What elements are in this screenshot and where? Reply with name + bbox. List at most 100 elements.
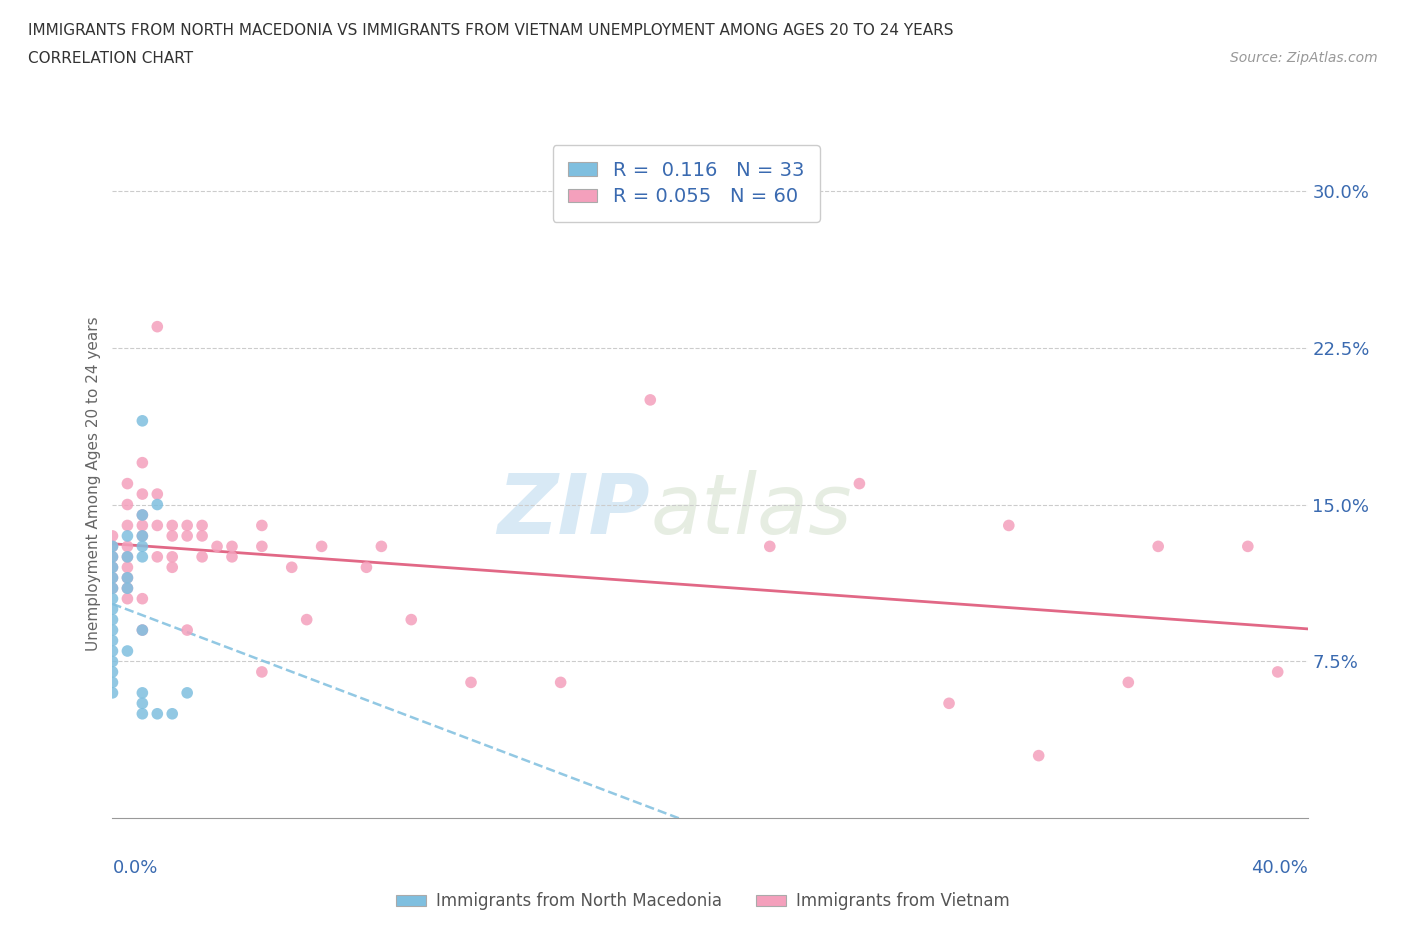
Point xyxy=(117,476,139,491)
Point xyxy=(101,570,124,585)
Point xyxy=(311,539,333,554)
Point xyxy=(131,528,153,543)
Point xyxy=(131,707,153,722)
Point xyxy=(1267,664,1289,679)
Point xyxy=(131,685,153,700)
Point xyxy=(550,675,572,690)
Text: ZIP: ZIP xyxy=(498,470,650,551)
Point xyxy=(101,654,124,669)
Point xyxy=(131,591,153,606)
Point xyxy=(117,580,139,596)
Point xyxy=(146,707,169,722)
Point xyxy=(146,486,169,501)
Point xyxy=(205,539,228,554)
Legend: Immigrants from North Macedonia, Immigrants from Vietnam: Immigrants from North Macedonia, Immigra… xyxy=(389,885,1017,917)
Point xyxy=(250,539,273,554)
Point xyxy=(638,392,662,407)
Point xyxy=(131,539,153,554)
Point xyxy=(117,539,139,554)
Point xyxy=(162,707,183,722)
Point xyxy=(162,528,183,543)
Point xyxy=(295,612,318,627)
Point xyxy=(101,623,124,638)
Point xyxy=(101,644,124,658)
Point xyxy=(146,498,169,512)
Point xyxy=(759,539,782,554)
Text: Source: ZipAtlas.com: Source: ZipAtlas.com xyxy=(1230,51,1378,65)
Point xyxy=(101,591,124,606)
Point xyxy=(848,476,870,491)
Point xyxy=(117,591,139,606)
Point xyxy=(117,498,139,512)
Point xyxy=(146,550,169,565)
Point xyxy=(101,539,124,554)
Point xyxy=(101,675,124,690)
Text: CORRELATION CHART: CORRELATION CHART xyxy=(28,51,193,66)
Point xyxy=(131,623,153,638)
Point xyxy=(176,518,198,533)
Text: IMMIGRANTS FROM NORTH MACEDONIA VS IMMIGRANTS FROM VIETNAM UNEMPLOYMENT AMONG AG: IMMIGRANTS FROM NORTH MACEDONIA VS IMMIG… xyxy=(28,23,953,38)
Text: 40.0%: 40.0% xyxy=(1251,858,1308,877)
Point xyxy=(101,633,124,648)
Point xyxy=(1237,539,1260,554)
Point xyxy=(250,664,273,679)
Point xyxy=(101,664,124,679)
Point xyxy=(117,570,139,585)
Point xyxy=(162,560,183,575)
Point xyxy=(117,644,139,658)
Point xyxy=(131,456,153,471)
Point xyxy=(131,550,153,565)
Point xyxy=(101,550,124,565)
Point xyxy=(221,550,243,565)
Point xyxy=(117,528,139,543)
Point xyxy=(176,623,198,638)
Point xyxy=(1147,539,1170,554)
Point xyxy=(131,623,153,638)
Point xyxy=(191,528,214,543)
Point xyxy=(191,550,214,565)
Point xyxy=(1028,748,1050,763)
Point xyxy=(101,550,124,565)
Point xyxy=(131,696,153,711)
Point xyxy=(117,570,139,585)
Point xyxy=(176,685,198,700)
Point xyxy=(117,550,139,565)
Point xyxy=(191,518,214,533)
Text: 0.0%: 0.0% xyxy=(112,858,157,877)
Point xyxy=(101,570,124,585)
Point xyxy=(101,560,124,575)
Point xyxy=(131,528,153,543)
Point xyxy=(131,508,153,523)
Point xyxy=(221,539,243,554)
Point xyxy=(356,560,378,575)
Point xyxy=(101,580,124,596)
Point xyxy=(117,550,139,565)
Point xyxy=(1118,675,1140,690)
Point xyxy=(101,685,124,700)
Point xyxy=(250,518,273,533)
Point xyxy=(101,580,124,596)
Point xyxy=(370,539,392,554)
Point xyxy=(101,539,124,554)
Point xyxy=(131,508,153,523)
Point xyxy=(998,518,1021,533)
Point xyxy=(117,518,139,533)
Text: atlas: atlas xyxy=(650,470,852,551)
Point xyxy=(131,414,153,429)
Point xyxy=(938,696,960,711)
Point xyxy=(162,550,183,565)
Point xyxy=(131,486,153,501)
Point xyxy=(101,602,124,617)
Point xyxy=(460,675,482,690)
Point xyxy=(131,518,153,533)
Point xyxy=(162,518,183,533)
Point xyxy=(101,612,124,627)
Y-axis label: Unemployment Among Ages 20 to 24 years: Unemployment Among Ages 20 to 24 years xyxy=(86,316,101,651)
Point xyxy=(146,518,169,533)
Point xyxy=(176,528,198,543)
Legend: R =  0.116   N = 33, R = 0.055   N = 60: R = 0.116 N = 33, R = 0.055 N = 60 xyxy=(553,145,820,222)
Point xyxy=(146,319,169,334)
Point xyxy=(117,580,139,596)
Point xyxy=(281,560,304,575)
Point xyxy=(101,560,124,575)
